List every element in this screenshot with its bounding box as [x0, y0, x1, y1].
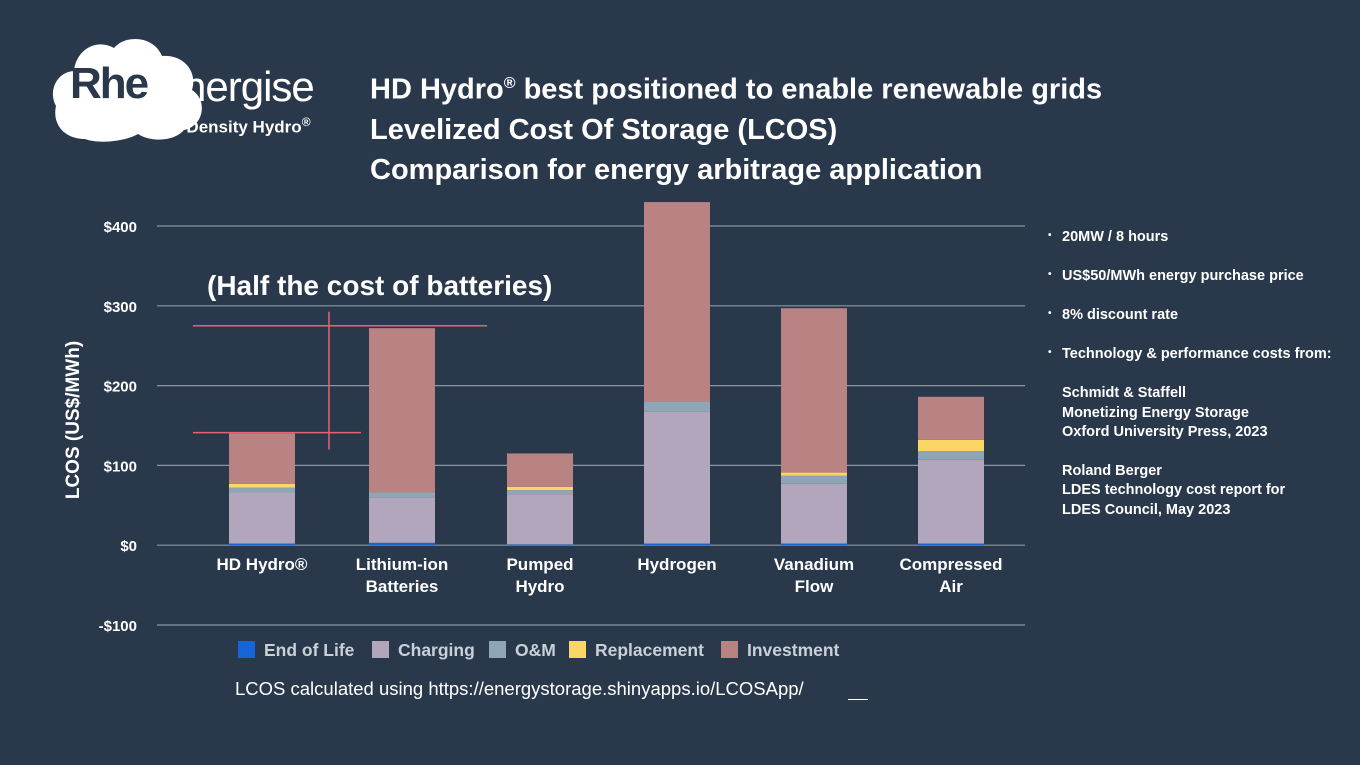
y-tick-label: $200 [104, 379, 137, 396]
bar-segment-charging [507, 494, 573, 545]
y-tick-label: $0 [120, 538, 137, 555]
bar-segment-investment [781, 308, 847, 473]
reference-line: Monetizing Energy Storage [1062, 404, 1249, 421]
x-category-label: Vanadium [774, 555, 854, 574]
bullet-dot-icon: • [1048, 230, 1052, 241]
annotation-text: (Half the cost of batteries) [207, 270, 552, 301]
x-category-label: HD Hydro® [217, 555, 308, 574]
bullet-dot-icon: • [1048, 347, 1052, 358]
logo-tagline-text: High-Density Hydro [143, 117, 302, 137]
reference-line: Schmidt & Staffell [1062, 385, 1187, 401]
title-line-1-rest: best positioned to enable renewable grid… [515, 73, 1103, 106]
bullet-dot-icon: • [1048, 269, 1052, 280]
bullet-dot-icon: • [1048, 308, 1052, 319]
bar-segment-end-of-life [918, 543, 984, 546]
title-line-2: Levelized Cost Of Storage (LCOS) [370, 113, 838, 146]
bar-segment-charging [644, 411, 710, 544]
bar-segment-charging [369, 497, 435, 543]
x-category-label: Pumped [506, 555, 573, 574]
y-axis-label: LCOS (US$/MWh) [63, 341, 84, 499]
bar-segment-investment [369, 328, 435, 493]
title-line-1-mark: ® [503, 75, 516, 92]
x-category-label: Hydrogen [637, 555, 716, 574]
y-tick-label: $400 [104, 219, 137, 236]
legend-label: O&M [515, 640, 556, 660]
x-category-label: Air [939, 577, 963, 596]
bar-segment-investment [229, 433, 295, 484]
reference-line: LDES Council, May 2023 [1062, 501, 1231, 518]
bar-segment-charging [229, 492, 295, 544]
reference-line: Roland Berger [1062, 462, 1162, 479]
slide-title: HD Hydro® best positioned to enable rene… [370, 64, 1102, 190]
reference-line: Oxford University Press, 2023 [1062, 424, 1268, 440]
legend-swatch-charging [372, 641, 389, 658]
legend-swatch-investment [721, 641, 738, 658]
bar-segment-replacement [229, 483, 295, 488]
x-category-label: Lithium-ion [356, 555, 449, 574]
bar-segment-end-of-life [644, 543, 710, 546]
bar-segment-end-of-life [369, 542, 435, 546]
title-line-3: Comparison for energy arbitrage applicat… [370, 153, 983, 186]
legend-label: Charging [398, 640, 475, 660]
bar-segment-end-of-life [507, 544, 573, 546]
bar-segment-investment [918, 396, 984, 440]
legend-swatch-om [489, 641, 506, 658]
bar-segment-om [507, 490, 573, 495]
bar-segment-end-of-life [781, 543, 847, 546]
legend-label: End of Life [264, 640, 355, 660]
bar-segment-om [644, 401, 710, 412]
bar-segment-om [918, 451, 984, 460]
bar-segment-investment [644, 202, 710, 402]
bar-segment-om [781, 475, 847, 484]
y-tick-label: -$100 [99, 618, 137, 635]
rhe-energise-logo-cloud [52, 38, 202, 142]
y-tick-label: $300 [104, 299, 137, 316]
logo-energise-text: Energise [156, 63, 315, 110]
x-category-label: Hydro [515, 577, 564, 596]
title-line-1-brand: HD Hydro [370, 73, 504, 106]
assumption-item: • 20MW / 8 hours [1048, 228, 1348, 247]
x-category-label: Compressed [900, 555, 1003, 574]
legend-label: Replacement [595, 640, 704, 660]
x-category-label: Batteries [366, 577, 439, 596]
bar-segment-charging [781, 483, 847, 544]
legend-swatch-end-of-life [238, 641, 255, 658]
lcos-source-footer: LCOS calculated using https://energystor… [235, 678, 804, 699]
legend-swatch-replacement [569, 641, 586, 658]
reference-line: LDES technology cost report for [1062, 482, 1286, 498]
assumption-text: 8% discount rate [1062, 307, 1179, 323]
x-category-label: Flow [795, 577, 834, 596]
logo-tagline-mark: ® [301, 115, 311, 129]
assumption-item: • Technology & performance costs from: [1048, 345, 1348, 364]
bar-segment-om [229, 487, 295, 493]
bar-segment-investment [507, 453, 573, 487]
bar-segment-replacement [918, 439, 984, 452]
logo-rhe-text: Rhe [70, 59, 149, 108]
legend-label: Investment [747, 640, 840, 660]
assumption-text: US$50/MWh energy purchase price [1062, 268, 1304, 284]
bar-segment-om [369, 492, 435, 498]
y-tick-label: $100 [104, 458, 137, 475]
assumption-text: Technology & performance costs from: [1062, 346, 1332, 362]
footer-underline [848, 699, 868, 700]
bar-segment-replacement [507, 486, 573, 491]
logo-tagline: High-Density Hydro® [143, 116, 311, 136]
bar-segment-replacement [781, 472, 847, 476]
reference-schmidt-staffell: Schmidt & Staffell Monetizing Energy Sto… [1048, 384, 1348, 443]
title-line-1: HD Hydro® best positioned to enable rene… [370, 64, 1102, 110]
bar-segment-end-of-life [229, 543, 295, 546]
assumption-item: • 8% discount rate [1048, 306, 1348, 325]
assumptions-panel: • 20MW / 8 hours • US$50/MWh energy purcha… [1048, 228, 1348, 539]
assumption-item: • US$50/MWh energy purchase price [1048, 267, 1348, 286]
reference-roland-berger: Roland Berger LDES technology cost repor… [1048, 462, 1348, 521]
assumption-text: 20MW / 8 hours [1062, 229, 1169, 245]
bar-segment-charging [918, 459, 984, 544]
